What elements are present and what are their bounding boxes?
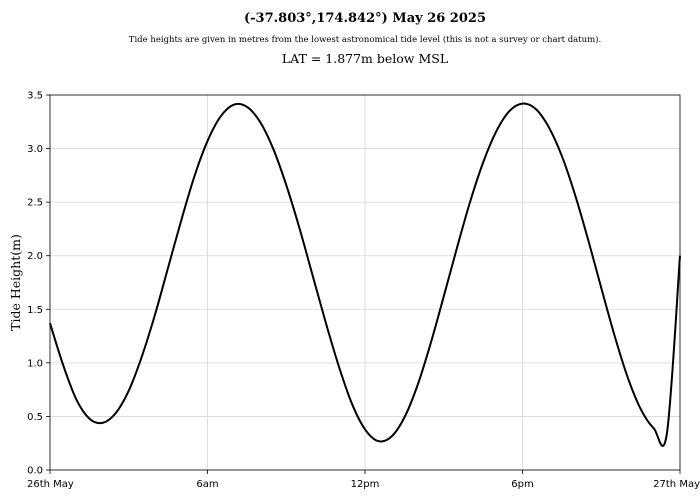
chart-subtitle: Tide heights are given in metres from th… bbox=[128, 35, 602, 45]
y-tick-label: 1.0 bbox=[27, 358, 43, 369]
tide-series-line bbox=[49, 102, 681, 447]
y-tick-label: 3.5 bbox=[27, 91, 43, 102]
x-tick-label: 6am bbox=[196, 479, 218, 490]
chart-title: (-37.803°,174.842°) May 26 2025 bbox=[244, 11, 486, 26]
x-tick-label: 27th May bbox=[653, 479, 700, 490]
x-tick-label: 12pm bbox=[351, 479, 380, 490]
y-axis-label: Tide Height(m) bbox=[8, 234, 23, 331]
y-axis: 0.0 0.5 1.0 1.5 2.0 2.5 3.0 3.5 bbox=[27, 91, 50, 477]
x-axis: 26th May 6am 12pm 6pm 27th May bbox=[27, 470, 700, 490]
y-tick-label: 0.5 bbox=[27, 412, 43, 423]
chart-lat-note: LAT = 1.877m below MSL bbox=[281, 51, 449, 66]
y-tick-label: 2.5 bbox=[27, 198, 43, 209]
y-tick-label: 2.0 bbox=[27, 251, 43, 262]
x-tick-label: 6pm bbox=[511, 479, 533, 490]
y-tick-label: 3.0 bbox=[27, 144, 43, 155]
x-tick-label: 26th May bbox=[27, 479, 74, 490]
grid-lines bbox=[50, 94, 680, 471]
y-tick-label: 0.0 bbox=[27, 466, 43, 477]
y-tick-label: 1.5 bbox=[27, 305, 43, 316]
